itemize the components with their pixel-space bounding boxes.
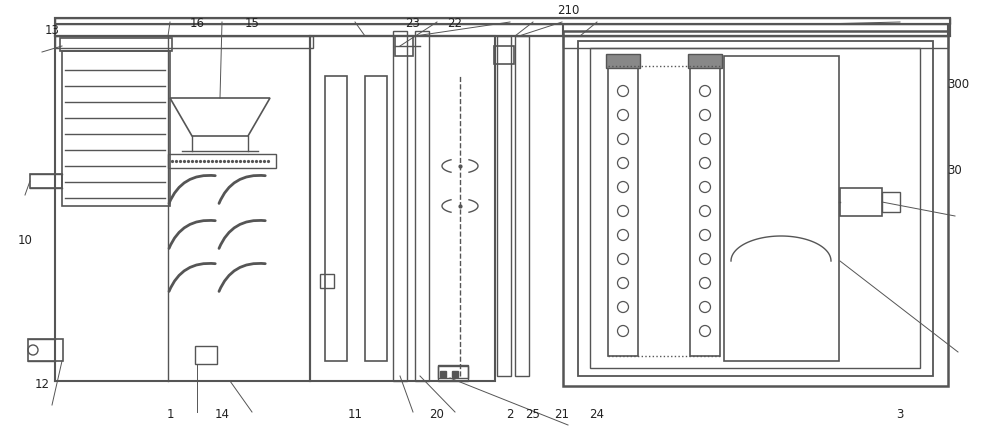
Text: 22: 22 xyxy=(448,17,462,31)
Bar xyxy=(60,38,172,51)
Text: 25: 25 xyxy=(526,408,540,420)
Bar xyxy=(882,192,900,212)
Text: 10: 10 xyxy=(18,235,32,248)
Bar xyxy=(578,41,933,376)
Bar xyxy=(365,76,387,361)
Bar xyxy=(62,51,170,206)
Bar xyxy=(55,18,950,24)
Text: 2: 2 xyxy=(506,408,514,420)
Bar xyxy=(195,346,217,364)
Bar xyxy=(563,31,948,386)
Bar xyxy=(55,24,950,36)
Text: 210: 210 xyxy=(557,4,579,17)
Text: 13: 13 xyxy=(45,24,59,37)
Bar xyxy=(590,48,920,368)
Text: 24: 24 xyxy=(590,408,604,420)
Bar xyxy=(563,36,948,48)
Bar xyxy=(608,61,638,356)
Bar xyxy=(438,366,468,378)
Text: 20: 20 xyxy=(430,408,444,420)
Bar xyxy=(310,36,495,381)
Bar xyxy=(438,365,468,381)
Bar xyxy=(688,54,722,68)
Bar xyxy=(690,61,720,356)
Bar xyxy=(55,18,950,36)
Bar xyxy=(497,36,511,376)
Text: 15: 15 xyxy=(245,17,259,31)
Bar xyxy=(30,174,62,188)
Bar xyxy=(724,56,839,361)
Bar xyxy=(325,76,347,361)
Text: 12: 12 xyxy=(34,378,50,391)
Bar xyxy=(563,24,948,36)
Bar xyxy=(320,274,334,288)
Bar xyxy=(393,31,407,381)
Text: 21: 21 xyxy=(554,408,570,420)
Bar xyxy=(606,54,640,68)
Text: 11: 11 xyxy=(348,408,362,420)
Text: 23: 23 xyxy=(406,17,420,31)
Bar xyxy=(515,36,529,376)
Text: 14: 14 xyxy=(214,408,230,420)
Bar xyxy=(55,36,313,48)
Bar xyxy=(840,188,882,216)
Bar xyxy=(168,154,276,168)
Bar xyxy=(28,339,63,361)
Bar xyxy=(415,31,429,381)
Text: 16: 16 xyxy=(190,17,205,31)
Bar xyxy=(494,46,514,64)
Text: 1: 1 xyxy=(166,408,174,420)
Bar xyxy=(395,36,413,56)
Text: 300: 300 xyxy=(947,78,969,91)
Text: 3: 3 xyxy=(896,408,904,420)
Text: 30: 30 xyxy=(948,164,962,177)
